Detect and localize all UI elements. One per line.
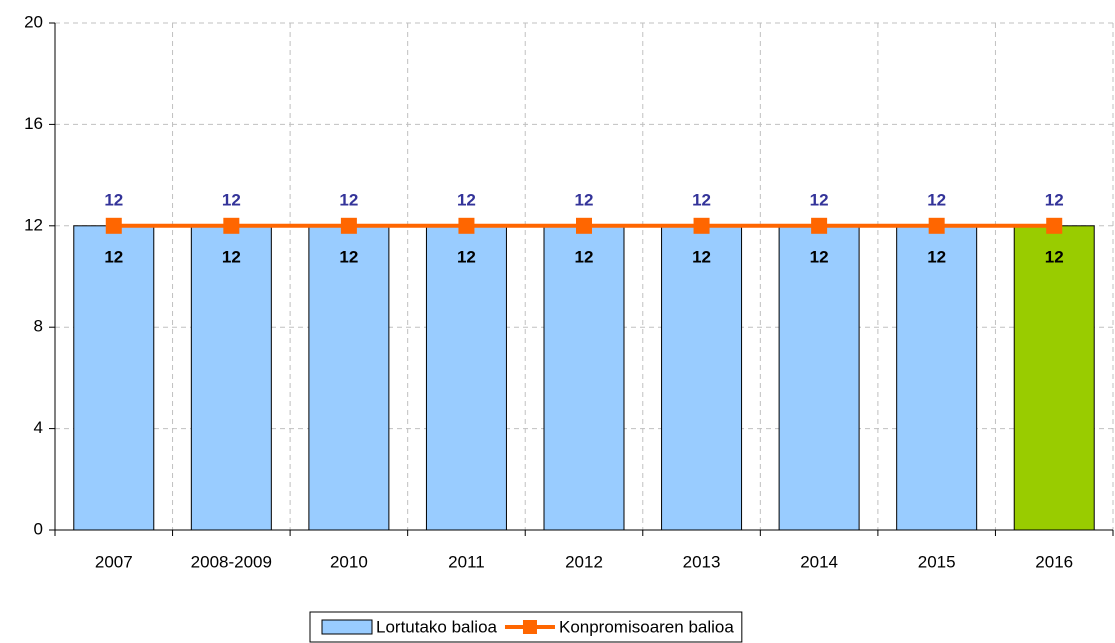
- legend-swatch: [321, 619, 373, 635]
- line-marker: [340, 217, 357, 234]
- x-tick-label: 2008-2009: [191, 552, 272, 571]
- bar: [778, 225, 860, 531]
- line-marker: [811, 217, 828, 234]
- line-marker: [576, 217, 592, 234]
- bar: [73, 225, 155, 531]
- bar-value-label: 12: [104, 247, 123, 266]
- x-tick-label: 2015: [918, 552, 956, 571]
- bar-value-label: 12: [575, 247, 594, 266]
- y-tick-label: 12: [24, 215, 43, 234]
- line-value-label: 12: [104, 190, 123, 209]
- bar-value-label: 12: [692, 247, 711, 266]
- y-tick-label: 16: [24, 114, 43, 133]
- line-value-label: 12: [222, 190, 241, 209]
- bar-value-label: 12: [810, 247, 829, 266]
- line-value-label: 12: [339, 190, 358, 209]
- line-value-label: 12: [1045, 190, 1064, 209]
- bar: [425, 225, 507, 531]
- bar: [661, 225, 743, 531]
- bar-value-label: 12: [457, 247, 476, 266]
- legend-label: Lortutako balioa: [376, 617, 498, 636]
- line-marker: [223, 217, 240, 234]
- bar: [1013, 225, 1095, 531]
- y-tick-label: 0: [34, 519, 43, 538]
- bar: [543, 225, 625, 531]
- line-marker: [693, 217, 710, 234]
- x-tick-label: 2014: [800, 552, 838, 571]
- y-tick-label: 20: [24, 12, 43, 31]
- x-tick-label: 2010: [330, 552, 368, 571]
- line-value-label: 12: [810, 190, 829, 209]
- x-tick-label: 2007: [95, 552, 133, 571]
- y-tick-label: 4: [34, 418, 43, 437]
- x-tick-label: 2012: [565, 552, 603, 571]
- line-marker: [1046, 217, 1063, 234]
- x-tick-label: 2013: [683, 552, 721, 571]
- line-value-label: 12: [457, 190, 476, 209]
- bar: [190, 225, 272, 531]
- bar: [896, 225, 978, 531]
- x-tick-label: 2016: [1035, 552, 1073, 571]
- bar-value-label: 12: [927, 247, 946, 266]
- legend-label: Konpromisoaren balioa: [559, 617, 734, 636]
- legend-swatch-marker: [522, 620, 537, 634]
- line-value-label: 12: [927, 190, 946, 209]
- bar-value-label: 12: [222, 247, 241, 266]
- bar: [308, 225, 390, 531]
- line-value-label: 12: [575, 190, 594, 209]
- x-tick-label: 2011: [448, 552, 485, 571]
- line-marker: [458, 217, 475, 234]
- y-tick-label: 8: [34, 317, 43, 336]
- legend: Lortutako balioa Konpromisoaren balioa: [309, 611, 743, 643]
- line-value-label: 12: [692, 190, 711, 209]
- bar-value-label: 12: [1045, 247, 1064, 266]
- line-marker: [928, 217, 945, 234]
- bar-value-label: 12: [339, 247, 358, 266]
- line-marker: [105, 217, 122, 234]
